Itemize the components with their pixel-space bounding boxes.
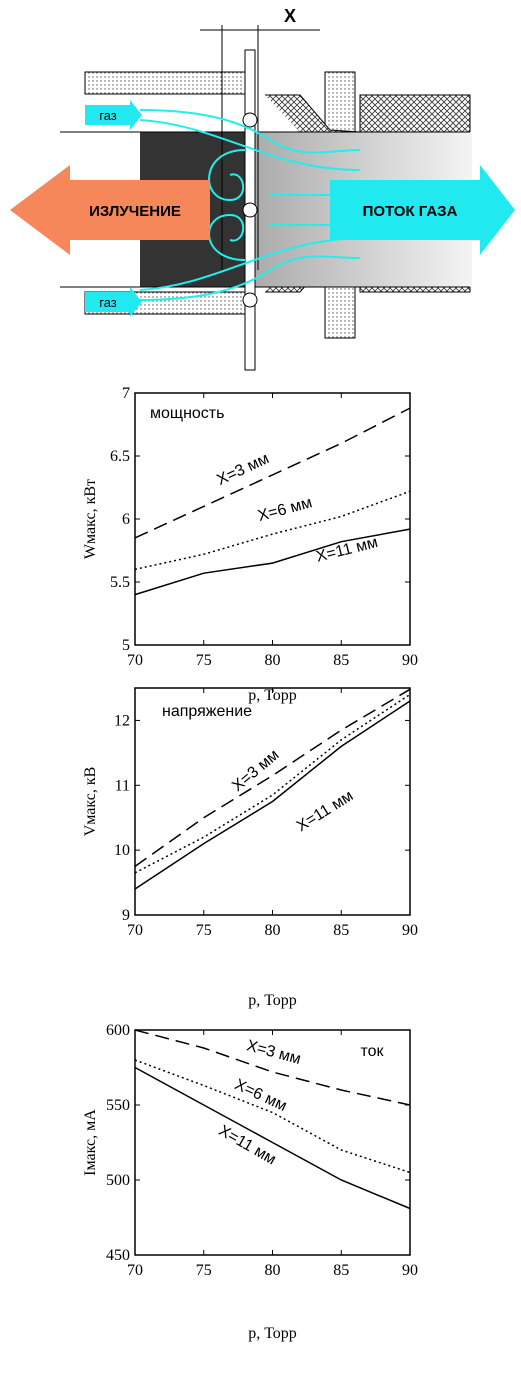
- arrow-label: ПОТОК ГАЗА: [363, 203, 458, 220]
- diagram: X ИЗЛУЧЕНИЕ ПОТОК ГАЗА газ газ: [10, 6, 515, 370]
- y-tick-label: 500: [106, 1172, 130, 1189]
- x-tick-label: 80: [265, 922, 281, 939]
- y-tick-label: 10: [114, 842, 130, 859]
- x-tick-label: 85: [333, 652, 349, 669]
- series-line: [135, 1068, 410, 1209]
- y-axis-label: Wмакс, кВт: [82, 479, 99, 559]
- series-line: [135, 491, 410, 569]
- x-tick-label: 90: [402, 1262, 418, 1279]
- y-tick-label: 7: [122, 385, 130, 402]
- series-line: [135, 694, 410, 872]
- series-label: X=11 мм: [314, 534, 379, 566]
- series-label: X=11 мм: [294, 787, 357, 835]
- insulator: [265, 95, 470, 132]
- y-tick-label: 9: [122, 907, 130, 924]
- y-tick-label: 600: [106, 1022, 130, 1039]
- annotation: ток: [360, 1043, 384, 1060]
- y-axis-label: Vмакс, кВ: [82, 767, 99, 837]
- series-label: X=3 мм: [214, 450, 271, 489]
- annotation: напряжение: [162, 703, 252, 720]
- x-tick-label: 85: [333, 1262, 349, 1279]
- x-tick-label: 75: [196, 652, 212, 669]
- electrode-hole: [243, 203, 257, 217]
- x-tick-label: 70: [127, 1262, 143, 1279]
- x-tick-label: 90: [402, 652, 418, 669]
- x-tick-label: 85: [333, 922, 349, 939]
- gas-label: газ: [99, 108, 117, 123]
- gas-label: газ: [99, 295, 117, 310]
- series-line: [135, 701, 410, 889]
- page: X ИЗЛУЧЕНИЕ ПОТОК ГАЗА газ газ 707580859…: [0, 0, 521, 1380]
- tube-wall: [325, 72, 355, 132]
- y-tick-label: 6: [122, 511, 130, 528]
- dimension-label: X: [284, 6, 296, 26]
- x-tick-label: 80: [265, 1262, 281, 1279]
- electrode-hole: [243, 293, 257, 307]
- series-label: X=3 мм: [245, 1037, 303, 1068]
- y-tick-label: 450: [106, 1247, 130, 1264]
- y-tick-label: 12: [114, 712, 130, 729]
- y-tick-label: 11: [115, 777, 130, 794]
- y-tick-label: 5: [122, 637, 130, 654]
- x-tick-label: 70: [127, 922, 143, 939]
- series-label: X=6 мм: [232, 1076, 289, 1115]
- electrode-hole: [243, 113, 257, 127]
- y-tick-label: 5.5: [110, 574, 130, 591]
- y-tick-label: 550: [106, 1097, 130, 1114]
- series-label: X=6 мм: [256, 494, 314, 525]
- x-tick-label: 90: [402, 922, 418, 939]
- x-tick-label: 80: [265, 652, 281, 669]
- arrow-label: ИЗЛУЧЕНИЕ: [89, 203, 181, 220]
- series-label: X=3 мм: [229, 747, 282, 796]
- x-tick-label: 75: [196, 1262, 212, 1279]
- x-tick-label: 75: [196, 922, 212, 939]
- x-axis-label: p, Торр: [248, 1325, 297, 1342]
- y-axis-label: Iмакс, мА: [82, 1109, 99, 1176]
- tube-wall: [85, 72, 245, 94]
- annotation: мощность: [150, 405, 224, 422]
- y-tick-label: 6.5: [110, 448, 130, 465]
- x-tick-label: 70: [127, 652, 143, 669]
- x-axis-label: p, Торр: [248, 992, 297, 1009]
